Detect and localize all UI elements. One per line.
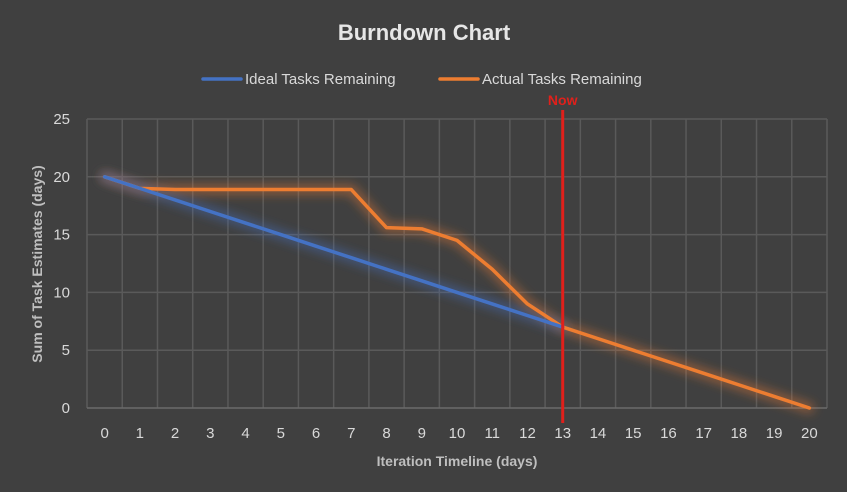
x-tick-label: 15 — [625, 425, 642, 442]
x-tick-label: 0 — [100, 425, 108, 442]
x-axis-label: Iteration Timeline (days) — [377, 453, 538, 469]
y-tick-label: 25 — [53, 111, 70, 128]
x-tick-label: 8 — [382, 425, 390, 442]
y-tick-label: 20 — [53, 169, 70, 186]
x-tick-label: 5 — [277, 425, 285, 442]
series-line-ideal-tasks-remaining — [102, 175, 565, 329]
y-tick-label: 0 — [62, 400, 70, 417]
x-axis-tick-labels: 0 1 2 3 4 5 6 7 8 9 10 11 12 13 14 15 16 17 18 19 20 — [100, 425, 817, 442]
y-tick-label: 10 — [53, 284, 70, 301]
x-tick-label: 13 — [554, 425, 571, 442]
x-tick-label: 2 — [171, 425, 179, 442]
now-marker-label: Now — [548, 92, 578, 108]
x-tick-label: 9 — [418, 425, 426, 442]
x-tick-label: 18 — [731, 425, 748, 442]
x-tick-label: 12 — [519, 425, 536, 442]
x-tick-label: 3 — [206, 425, 214, 442]
y-tick-label: 5 — [62, 342, 70, 359]
y-axis-tick-labels: 0 5 10 15 20 25 — [53, 111, 70, 417]
y-axis-label: Sum of Task Estimates (days) — [29, 165, 45, 362]
y-tick-label: 15 — [53, 227, 70, 244]
annotations: Now — [548, 92, 578, 423]
legend: Ideal Tasks Remaining Actual Tasks Remain… — [201, 71, 642, 88]
x-tick-label: 20 — [801, 425, 818, 442]
x-tick-label: 7 — [347, 425, 355, 442]
x-tick-label: 6 — [312, 425, 320, 442]
x-tick-label: 19 — [766, 425, 783, 442]
x-tick-label: 11 — [484, 425, 500, 442]
legend-label-ideal-tasks-remaining: Ideal Tasks Remaining — [245, 71, 396, 88]
x-tick-label: 1 — [136, 425, 144, 442]
chart-title: Burndown Chart — [338, 20, 511, 45]
x-tick-label: 14 — [590, 425, 607, 442]
series-line-actual-tasks-remaining — [102, 175, 812, 410]
x-tick-label: 17 — [695, 425, 712, 442]
horizontal-gridlines — [87, 118, 827, 409]
x-tick-label: 16 — [660, 425, 677, 442]
x-tick-label: 10 — [449, 425, 466, 442]
x-tick-label: 4 — [241, 425, 249, 442]
series-lines — [102, 175, 812, 410]
legend-label-actual-tasks-remaining: Actual Tasks Remaining — [482, 71, 642, 88]
